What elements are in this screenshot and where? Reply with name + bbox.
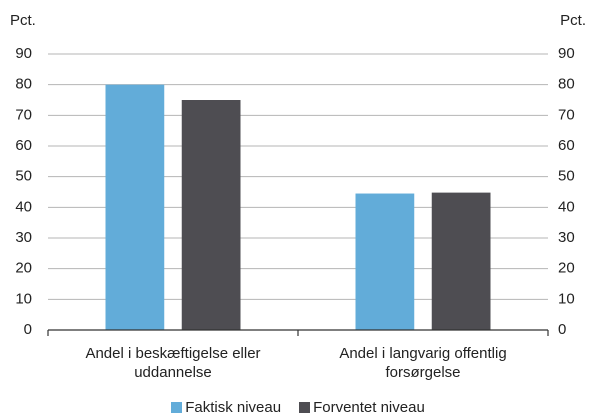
y-tick-label: 20 bbox=[15, 260, 32, 277]
legend-label: Forventet niveau bbox=[313, 399, 425, 416]
y-tick-label: 0 bbox=[24, 321, 32, 338]
bar bbox=[181, 100, 241, 330]
y2-tick-label: 30 bbox=[558, 229, 575, 246]
y2-tick-label: 90 bbox=[558, 45, 575, 62]
y-tick-label: 90 bbox=[15, 45, 32, 62]
y2-tick-label: 20 bbox=[558, 260, 575, 277]
y2-tick-label: 70 bbox=[558, 106, 575, 123]
y-tick-label: 40 bbox=[15, 198, 32, 215]
legend-swatch bbox=[171, 402, 183, 413]
y-tick-label: 70 bbox=[15, 106, 32, 123]
bar bbox=[431, 192, 491, 330]
x-tick-label: Andel i beskæftigelse eller uddannelse bbox=[85, 345, 261, 381]
legend-label: Faktisk niveau bbox=[185, 399, 282, 416]
y-tick-label: 80 bbox=[15, 76, 32, 93]
x-tick-label: Andel i langvarig offentlig forsørgelse bbox=[339, 345, 507, 381]
y2-tick-label: 0 bbox=[558, 321, 566, 338]
y-tick-label: 50 bbox=[15, 168, 32, 185]
legend-swatch bbox=[299, 402, 311, 413]
y-tick-label: 60 bbox=[15, 137, 32, 154]
legend-item: Faktisk niveau bbox=[171, 399, 281, 416]
y-tick-label: 10 bbox=[15, 290, 32, 307]
bar bbox=[355, 193, 415, 330]
legend-item: Forventet niveau bbox=[299, 399, 425, 416]
y2-tick-label: 60 bbox=[558, 137, 575, 154]
y-tick-label: 30 bbox=[15, 229, 32, 246]
legend: Faktisk niveau Forventet niveau bbox=[0, 399, 596, 416]
y2-axis-label: Pct. bbox=[560, 12, 586, 29]
y2-tick-label: 40 bbox=[558, 198, 575, 215]
y2-tick-label: 10 bbox=[558, 290, 575, 307]
bar bbox=[105, 84, 165, 331]
y2-tick-label: 50 bbox=[558, 168, 575, 185]
y2-tick-label: 80 bbox=[558, 76, 575, 93]
y-axis-label: Pct. bbox=[10, 12, 36, 29]
